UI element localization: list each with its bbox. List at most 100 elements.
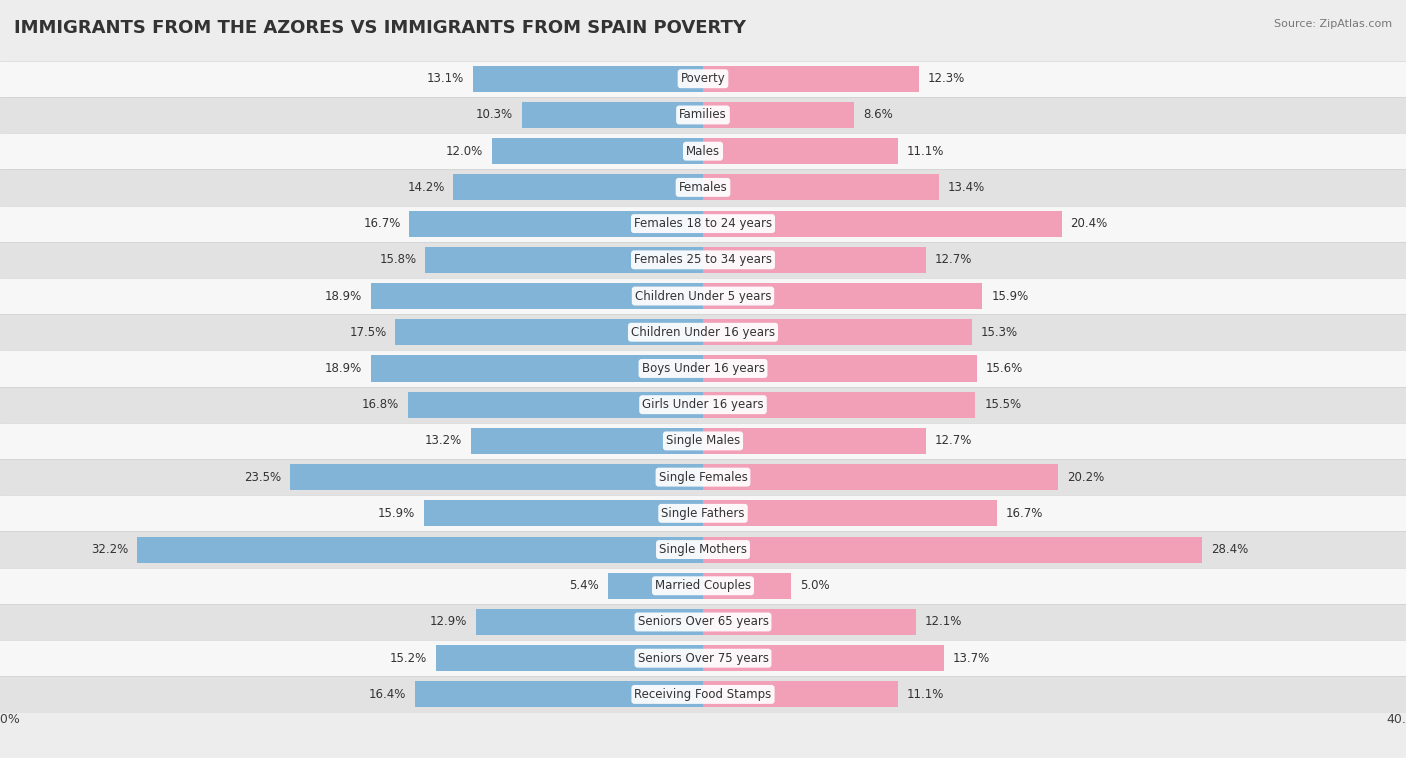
Bar [703,609,915,635]
Bar [703,102,855,128]
Text: 12.1%: 12.1% [925,615,962,628]
Text: 20.4%: 20.4% [1070,217,1108,230]
Bar [371,283,703,309]
Bar [0,97,1406,133]
Bar [472,66,703,92]
Text: 12.7%: 12.7% [935,434,973,447]
Bar [371,356,703,381]
Bar [395,319,703,346]
Text: Boys Under 16 years: Boys Under 16 years [641,362,765,375]
Text: 16.7%: 16.7% [363,217,401,230]
Bar [703,428,927,454]
Bar [0,61,1406,97]
Text: Seniors Over 75 years: Seniors Over 75 years [637,652,769,665]
Bar [0,676,1406,713]
Bar [0,459,1406,495]
Text: Source: ZipAtlas.com: Source: ZipAtlas.com [1274,19,1392,29]
Text: 11.1%: 11.1% [907,145,945,158]
Text: 10.3%: 10.3% [477,108,513,121]
Text: IMMIGRANTS FROM THE AZORES VS IMMIGRANTS FROM SPAIN POVERTY: IMMIGRANTS FROM THE AZORES VS IMMIGRANTS… [14,19,747,37]
Text: Receiving Food Stamps: Receiving Food Stamps [634,688,772,701]
Bar [0,495,1406,531]
Text: Married Couples: Married Couples [655,579,751,592]
Text: 17.5%: 17.5% [350,326,387,339]
Text: 18.9%: 18.9% [325,290,363,302]
Text: Girls Under 16 years: Girls Under 16 years [643,398,763,411]
Bar [703,464,1057,490]
Text: 15.8%: 15.8% [380,253,416,266]
Bar [408,392,703,418]
Text: 11.1%: 11.1% [907,688,945,701]
Bar [703,319,972,346]
Bar [0,387,1406,423]
Text: 40.0%: 40.0% [1386,713,1406,725]
Bar [703,500,997,526]
Bar [703,681,898,707]
Bar [136,537,703,562]
Text: Families: Families [679,108,727,121]
Bar [0,169,1406,205]
Text: 12.3%: 12.3% [928,72,965,85]
Bar [0,568,1406,604]
Bar [492,138,703,164]
Bar [436,645,703,672]
Bar [522,102,703,128]
Text: Children Under 5 years: Children Under 5 years [634,290,772,302]
Bar [0,640,1406,676]
Bar [703,645,943,672]
Text: Poverty: Poverty [681,72,725,85]
Text: Seniors Over 65 years: Seniors Over 65 years [637,615,769,628]
Bar [0,278,1406,314]
Text: 5.4%: 5.4% [569,579,599,592]
Text: Females 25 to 34 years: Females 25 to 34 years [634,253,772,266]
Bar [609,573,703,599]
Bar [703,211,1062,236]
Text: Females: Females [679,181,727,194]
Bar [703,174,939,200]
Text: 5.0%: 5.0% [800,579,830,592]
Text: 12.7%: 12.7% [935,253,973,266]
Text: Single Females: Single Females [658,471,748,484]
Bar [0,133,1406,169]
Text: 12.0%: 12.0% [446,145,484,158]
Text: 13.7%: 13.7% [953,652,990,665]
Text: 12.9%: 12.9% [430,615,467,628]
Text: 15.6%: 15.6% [986,362,1024,375]
Text: 18.9%: 18.9% [325,362,363,375]
Text: 23.5%: 23.5% [245,471,281,484]
Text: Single Males: Single Males [666,434,740,447]
Bar [703,283,983,309]
Text: 16.4%: 16.4% [368,688,406,701]
Bar [0,423,1406,459]
Text: Single Fathers: Single Fathers [661,507,745,520]
Bar [703,537,1202,562]
Text: 16.7%: 16.7% [1005,507,1043,520]
Text: Males: Males [686,145,720,158]
Bar [0,205,1406,242]
Text: 13.4%: 13.4% [948,181,984,194]
Bar [477,609,703,635]
Bar [415,681,703,707]
Bar [703,66,920,92]
Text: 20.2%: 20.2% [1067,471,1104,484]
Bar [0,604,1406,640]
Text: Single Mothers: Single Mothers [659,543,747,556]
Bar [0,350,1406,387]
Bar [703,392,976,418]
Bar [703,356,977,381]
Bar [0,531,1406,568]
Text: Children Under 16 years: Children Under 16 years [631,326,775,339]
Text: 15.3%: 15.3% [981,326,1018,339]
Text: Females 18 to 24 years: Females 18 to 24 years [634,217,772,230]
Text: 15.9%: 15.9% [378,507,415,520]
Text: 8.6%: 8.6% [863,108,893,121]
Text: 13.1%: 13.1% [427,72,464,85]
Bar [703,247,927,273]
Bar [290,464,703,490]
Text: 15.2%: 15.2% [389,652,427,665]
Bar [423,500,703,526]
Bar [425,247,703,273]
Bar [454,174,703,200]
Text: 40.0%: 40.0% [0,713,20,725]
Text: 32.2%: 32.2% [91,543,128,556]
